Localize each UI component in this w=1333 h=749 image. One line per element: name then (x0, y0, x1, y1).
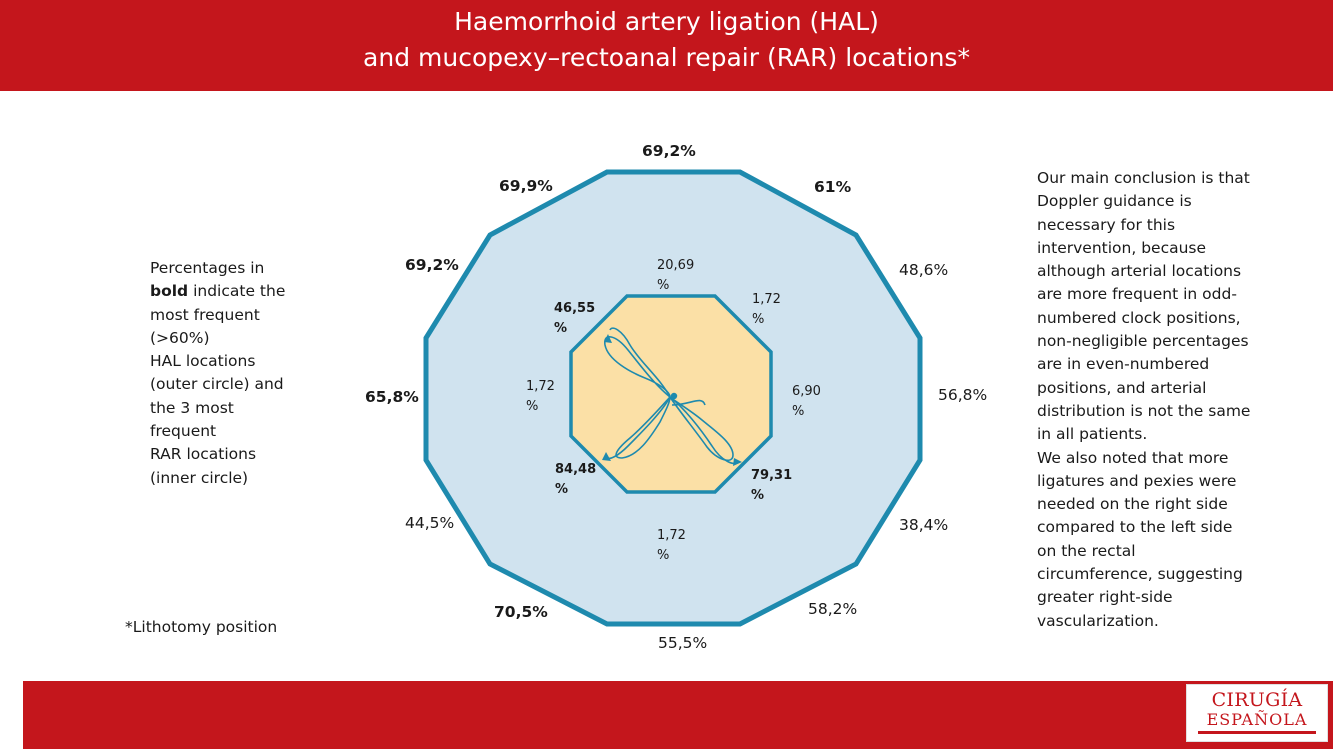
conclusion-line: Doppler guidance is (1037, 192, 1192, 211)
conclusion-line: non-negligible percentages (1037, 332, 1249, 351)
rar-label-top-right: 1,72 % (752, 290, 781, 330)
rar-value: 20,69 (657, 258, 695, 273)
journal-logo: CIRUGÍA ESPAÑOLA (1186, 684, 1328, 742)
rar-unit: % (554, 321, 568, 336)
rar-value: 1,72 (752, 292, 781, 307)
arrow-head-icon (604, 334, 612, 343)
rar-value: 46,55 (554, 301, 596, 316)
legend-line: (>60%) (150, 328, 210, 347)
rar-value: 1,72 (526, 379, 555, 394)
artery-icon (604, 327, 739, 465)
conclusion-line: Our main conclusion is that (1037, 169, 1250, 187)
rar-unit: % (752, 312, 765, 327)
footnote-lithotomy: *Lithotomy position (125, 618, 278, 636)
hal-label-10: 69,2% (405, 256, 459, 274)
conclusion-line: ligatures and pexies were (1037, 471, 1237, 490)
center-dot (670, 392, 678, 400)
conclusion-line: are in even-numbered (1037, 355, 1210, 374)
conclusion-line: numbered clock positions, (1037, 308, 1241, 327)
hal-label-11: 69,9% (499, 177, 553, 195)
conclusion-line: necessary for this (1037, 215, 1176, 234)
rar-unit: % (657, 548, 670, 563)
rar-unit: % (792, 404, 805, 419)
logo-underline (1198, 731, 1316, 734)
legend-line: frequent (150, 422, 217, 441)
rar-value: 6,90 (792, 384, 821, 399)
hal-label-9: 65,8% (365, 388, 419, 406)
conclusion-line: in all patients. (1037, 425, 1148, 444)
rar-label-left: 1,72 % (526, 377, 555, 417)
rar-value: 79,31 (751, 468, 793, 483)
rar-label-bottom: 1,72 % (657, 526, 686, 566)
legend-line: HAL locations (150, 352, 256, 371)
legend-line: indicate the (188, 282, 286, 301)
rar-value: 1,72 (657, 528, 686, 543)
legend-line: the 3 most (150, 398, 234, 417)
conclusion-line: We also noted that more (1037, 448, 1229, 467)
rar-unit: % (751, 488, 765, 503)
hal-label-6: 55,5% (658, 634, 708, 652)
conclusion-line: vascularization. (1037, 611, 1159, 630)
conclusion-line: compared to the left side (1037, 518, 1233, 537)
hal-label-7: 70,5% (494, 603, 548, 621)
conclusion-line: are more frequent in odd- (1037, 285, 1237, 304)
rar-label-bottom-right: 79,31 % (751, 466, 792, 506)
conclusion-line: greater right-side (1037, 588, 1173, 607)
logo-word-1: CIRUGÍA (1211, 689, 1303, 711)
rar-label-top-left: 46,55 % (554, 299, 595, 339)
hal-label-8: 44,5% (405, 514, 455, 532)
rar-value: 84,48 (555, 462, 597, 477)
hal-label-1: 61% (814, 178, 852, 196)
rar-label-right: 6,90 % (792, 382, 821, 422)
conclusion-line: distribution is not the same (1037, 401, 1251, 420)
rar-unit: % (555, 482, 569, 497)
rar-unit: % (657, 278, 670, 293)
legend-line: (outer circle) and (150, 375, 284, 394)
legend-bold-word: bold (150, 282, 189, 301)
logo-word-2: ESPAÑOLA (1206, 710, 1308, 729)
arrow-head-icon (733, 458, 742, 466)
legend-line: most frequent (150, 305, 260, 324)
hal-label-3: 56,8% (938, 386, 988, 404)
arrow-head-icon (602, 452, 611, 461)
hal-label-5: 58,2% (808, 600, 858, 618)
conclusion-line: on the rectal (1037, 541, 1136, 560)
title-line-1: Haemorrhoid artery ligation (HAL) (454, 7, 879, 36)
legend-line: RAR locations (150, 445, 257, 464)
rar-label-top: 20,69 % (657, 256, 694, 296)
conclusion-line: positions, and arterial (1037, 378, 1207, 397)
hal-label-12: 69,2% (642, 142, 696, 160)
rar-unit: % (526, 399, 539, 414)
conclusion-line: although arterial locations (1037, 262, 1242, 281)
legend-line: (inner circle) (150, 468, 249, 487)
inner-octagon (569, 294, 773, 494)
conclusion-line: intervention, because (1037, 238, 1207, 257)
legend-line: Percentages in (150, 259, 265, 277)
hal-label-4: 38,4% (899, 516, 949, 534)
conclusion-line: circumference, suggesting (1037, 565, 1243, 584)
footer-banner (23, 681, 1333, 749)
rar-label-bottom-left: 84,48 % (555, 460, 596, 500)
legend-text: Percentages in bold indicate the most fr… (150, 257, 300, 490)
hal-label-2: 48,6% (899, 261, 949, 279)
conclusion-line: needed on the right side (1037, 495, 1228, 514)
conclusion-text: Our main conclusion is that Doppler guid… (1037, 167, 1262, 633)
title-line-2: and mucopexy–rectoanal repair (RAR) loca… (363, 43, 970, 72)
header-banner: Haemorrhoid artery ligation (HAL) and mu… (0, 0, 1333, 91)
